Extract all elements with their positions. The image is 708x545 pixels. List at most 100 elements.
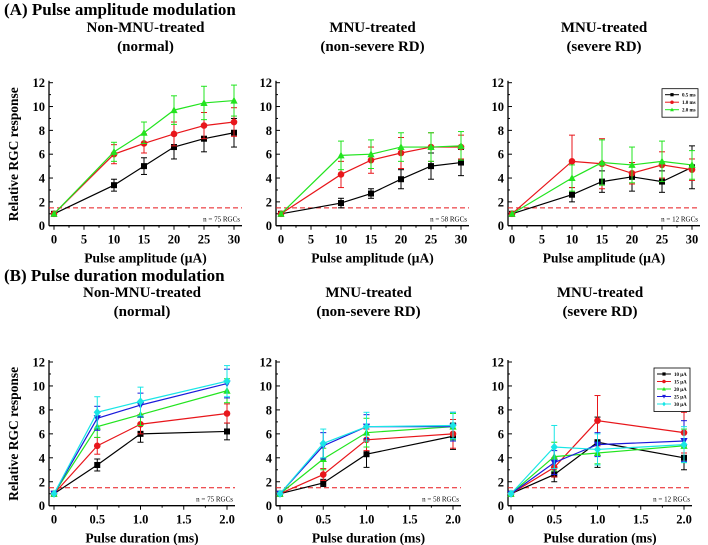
x-tick-label: 15 xyxy=(365,233,378,247)
panel-title: MNU-treated xyxy=(557,285,644,301)
y-tick-label: 12 xyxy=(260,356,273,370)
n-annotation: n = 75 RGCs xyxy=(203,216,240,224)
panel-1: Non-MNU-treated (normal) 0 2 4 6 8 10 12 0 5 10 15 20… xyxy=(6,20,242,266)
y-tick-label: 6 xyxy=(498,427,504,441)
data-point xyxy=(171,144,177,151)
y-tick-label: 8 xyxy=(498,403,504,417)
y-tick-label: 10 xyxy=(33,379,46,393)
series-line xyxy=(53,412,228,495)
data-point xyxy=(319,439,327,448)
x-axis-label: Pulse duration (ms) xyxy=(312,531,425,545)
series-line xyxy=(510,440,685,495)
y-tick-label: 4 xyxy=(39,172,46,186)
panel-title: (normal) xyxy=(117,39,174,55)
y-tick-label: 8 xyxy=(39,403,45,417)
x-tick-label: 0 xyxy=(278,233,284,247)
data-point xyxy=(367,150,375,158)
series-3 xyxy=(508,139,696,217)
y-tick-label: 0 xyxy=(39,499,45,513)
y-tick-label: 4 xyxy=(266,451,273,465)
series-5 xyxy=(507,424,688,498)
panel-title: Non-MNU-treated xyxy=(86,20,205,36)
panel-title: MNU-treated xyxy=(329,20,416,36)
series-line xyxy=(279,424,454,495)
data-point xyxy=(223,410,231,417)
n-annotation: n = 75 RGCs xyxy=(196,496,233,504)
legend-marker xyxy=(662,401,666,407)
y-tick-label: 6 xyxy=(39,427,45,441)
legend-marker xyxy=(670,93,674,97)
data-point xyxy=(569,191,575,198)
data-point xyxy=(111,182,117,189)
y-tick-label: 2 xyxy=(498,195,504,209)
data-point xyxy=(110,147,118,155)
data-point xyxy=(93,408,101,417)
x-tick-label: 15 xyxy=(138,233,151,247)
n-annotation: n = 58 RGCs xyxy=(430,216,467,224)
data-point xyxy=(141,163,147,170)
y-tick-label: 0 xyxy=(266,219,272,233)
y-tick-label: 12 xyxy=(492,76,505,90)
x-tick-label: 10 xyxy=(108,233,121,247)
legend: 0.5 ms 1.0 ms 2.0 ms xyxy=(661,88,699,118)
data-point xyxy=(200,122,208,129)
panel-title: (normal) xyxy=(114,304,171,320)
data-point xyxy=(397,143,405,151)
y-tick-label: 10 xyxy=(260,379,273,393)
series-line xyxy=(510,444,685,495)
x-tick-label: 1.5 xyxy=(402,513,418,527)
legend-label: 15 μA xyxy=(674,380,687,385)
data-point xyxy=(93,442,101,450)
series-line xyxy=(510,445,685,495)
data-point xyxy=(170,106,178,114)
data-point xyxy=(230,96,238,104)
data-point xyxy=(363,451,370,458)
y-tick-label: 2 xyxy=(266,195,272,209)
y-tick-label: 12 xyxy=(260,76,273,90)
series-5 xyxy=(276,411,457,498)
panel-title: (severe RD) xyxy=(562,304,637,320)
y-tick-label: 8 xyxy=(266,124,272,138)
x-tick-label: 25 xyxy=(656,233,669,247)
data-point xyxy=(427,143,435,151)
panel-title: Non-MNU-treated xyxy=(83,285,202,301)
y-axis-label: Relative RGC response xyxy=(6,367,21,501)
x-tick-label: 20 xyxy=(168,233,181,247)
x-tick-label: 2.0 xyxy=(445,513,461,527)
y-tick-label: 0 xyxy=(266,499,272,513)
x-tick-label: 30 xyxy=(455,233,468,247)
x-tick-label: 0 xyxy=(51,513,57,527)
series-line xyxy=(511,166,693,215)
data-point xyxy=(50,209,58,217)
series-line xyxy=(279,426,454,495)
y-tick-label: 6 xyxy=(498,148,504,162)
x-tick-label: 10 xyxy=(566,233,579,247)
n-annotation: n = 12 RGCs xyxy=(661,216,698,224)
data-point xyxy=(568,158,576,165)
x-tick-label: 1.0 xyxy=(590,513,606,527)
data-point xyxy=(338,200,344,207)
data-point xyxy=(224,428,230,435)
x-tick-label: 25 xyxy=(425,233,438,247)
data-point xyxy=(449,421,457,430)
y-tick-label: 8 xyxy=(266,403,272,417)
panel-3: MNU-treated (severe RD) 0 2 4 6 8 10 12 0 5 10 15 20 2… xyxy=(492,20,700,266)
y-tick-label: 8 xyxy=(39,124,45,138)
x-tick-label: 5 xyxy=(308,233,314,247)
legend-marker xyxy=(670,107,674,112)
panel-title: MNU-treated xyxy=(325,285,412,301)
series-line xyxy=(53,380,228,495)
y-tick-label: 2 xyxy=(266,475,272,489)
y-tick-label: 12 xyxy=(33,76,46,90)
legend-box xyxy=(661,88,699,118)
series-line xyxy=(53,99,235,215)
y-tick-label: 4 xyxy=(498,172,505,186)
legend-marker xyxy=(662,386,666,391)
x-tick-label: 30 xyxy=(228,233,241,247)
x-tick-label: 0 xyxy=(51,233,57,247)
panel-title: (severe RD) xyxy=(566,39,641,55)
data-point xyxy=(223,376,231,386)
x-tick-label: 20 xyxy=(626,233,639,247)
data-point xyxy=(337,171,345,178)
y-tick-label: 4 xyxy=(39,451,46,465)
